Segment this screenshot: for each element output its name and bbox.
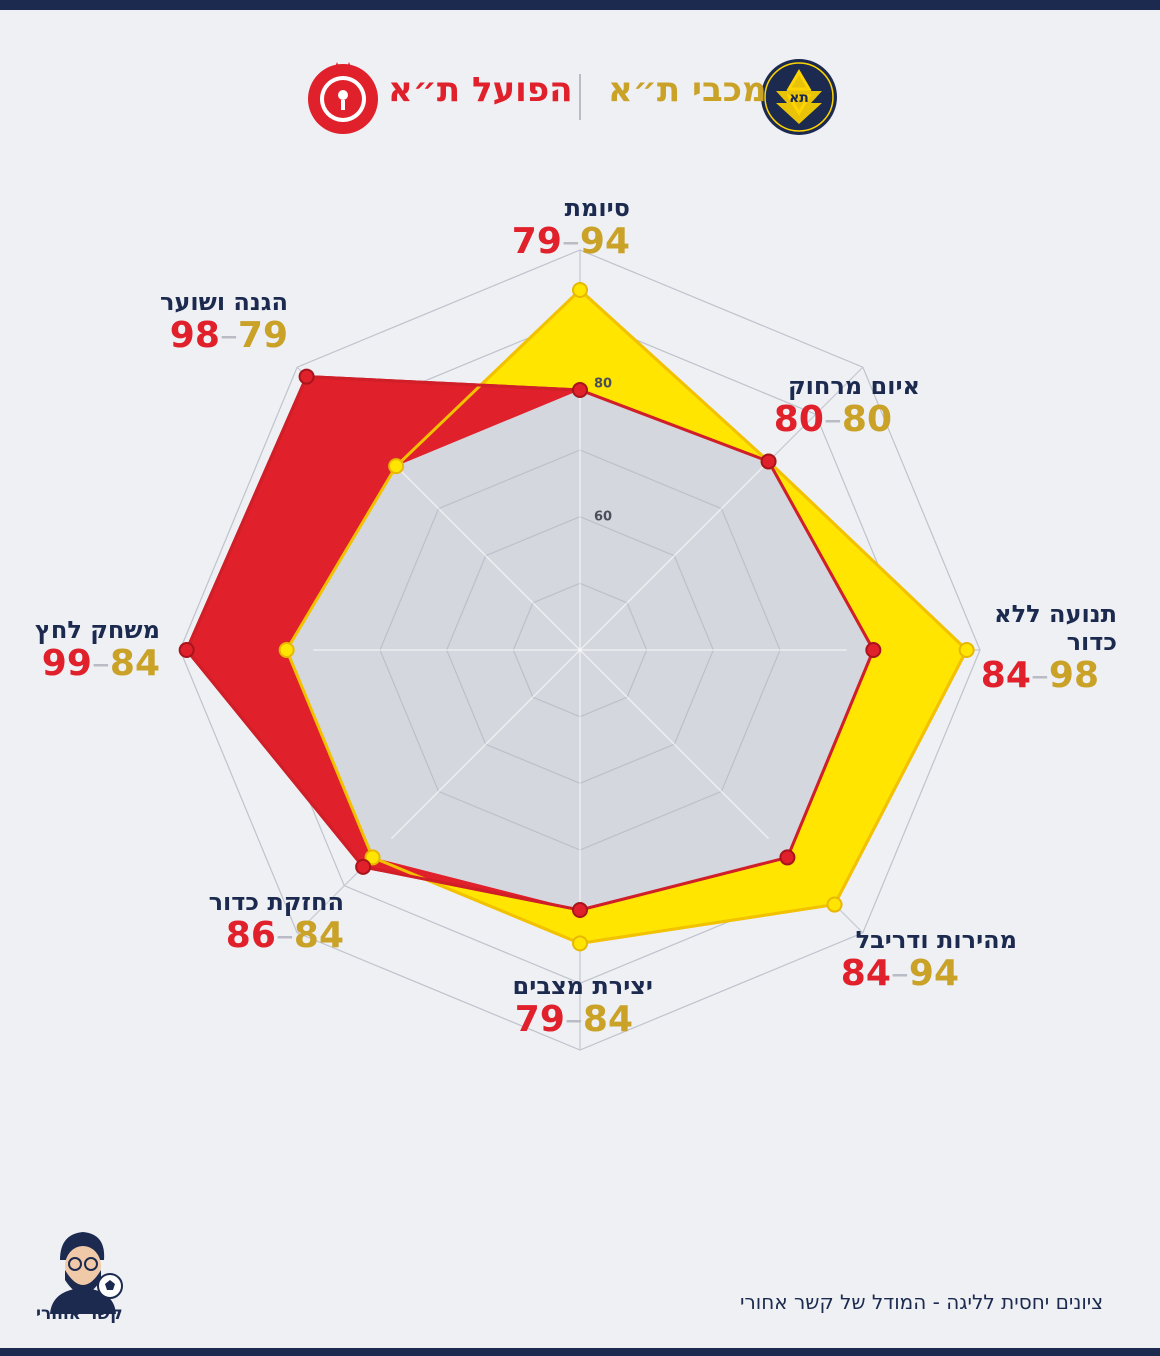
ring-tick-80: 80: [594, 376, 612, 391]
point-hapoel-6: [180, 643, 194, 657]
bottom-bar: [0, 1348, 1160, 1356]
axis-scores-chance-creation: 79–84: [480, 1000, 633, 1040]
axis-label-off-ball: תנועה ללא כדור 84–98: [960, 600, 1117, 696]
score-hapoel-off-ball: 84: [981, 655, 1031, 696]
axis-scores-pressing: 99–84: [20, 644, 160, 684]
axis-scores-speed-dribble: 84–94: [820, 954, 959, 994]
score-maccabi-possession: 84: [294, 915, 344, 956]
point-hapoel-2: [866, 643, 880, 657]
axis-label-finishing: סיומת 79–94: [460, 194, 630, 262]
axis-label-defense: הגנה ושוער 98–79: [130, 288, 288, 356]
axis-label-chance-creation: יצירת מצבים 79–84: [480, 972, 653, 1040]
axis-scores-possession: 86–84: [180, 916, 344, 956]
score-maccabi-chance-creation: 84: [583, 999, 633, 1040]
score-maccabi-long-range: 80: [842, 399, 892, 440]
axis-name-possession: החזקת כדור: [180, 888, 344, 916]
point-maccabi-6: [280, 643, 294, 657]
point-hapoel-7: [300, 370, 314, 384]
score-hapoel-long-range: 80: [774, 399, 824, 440]
score-maccabi-pressing: 84: [110, 643, 160, 684]
axis-name-long-range: איום מרחוק: [720, 372, 920, 400]
point-maccabi-4: [573, 936, 587, 950]
point-maccabi-3: [828, 898, 842, 912]
point-hapoel-1: [762, 454, 776, 468]
axis-scores-defense: 98–79: [130, 316, 288, 356]
point-hapoel-0: [573, 383, 587, 397]
axis-label-speed-dribble: מהירות ודריבל 84–94: [820, 926, 1017, 994]
axis-name-pressing: משחק לחץ: [20, 616, 160, 644]
axis-scores-finishing: 79–94: [460, 222, 630, 262]
point-hapoel-4: [573, 903, 587, 917]
axis-name-off-ball: תנועה ללא כדור: [987, 600, 1117, 656]
ring-tick-60: 60: [594, 510, 612, 525]
score-maccabi-finishing: 94: [580, 221, 630, 262]
axis-label-possession: החזקת כדור 86–84: [180, 888, 344, 956]
footer-note: ציונים יחסית לליגה - המודל של קשר אחורי: [740, 1290, 1103, 1314]
axis-name-finishing: סיומת: [460, 194, 630, 222]
axis-name-chance-creation: יצירת מצבים: [480, 972, 653, 1000]
point-hapoel-5: [356, 860, 370, 874]
score-maccabi-off-ball: 98: [1049, 655, 1099, 696]
brand-name: קשר אחורי: [36, 1304, 123, 1324]
axis-label-long-range: איום מרחוק 80–80: [720, 372, 920, 440]
score-hapoel-defense: 98: [170, 315, 220, 356]
score-hapoel-chance-creation: 79: [515, 999, 565, 1040]
axis-name-defense: הגנה ושוער: [130, 288, 288, 316]
point-hapoel-3: [780, 850, 794, 864]
score-hapoel-speed-dribble: 84: [841, 953, 891, 994]
score-hapoel-finishing: 79: [512, 221, 562, 262]
point-maccabi-0: [573, 283, 587, 297]
score-maccabi-speed-dribble: 94: [909, 953, 959, 994]
axis-scores-long-range: 80–80: [720, 400, 892, 440]
score-hapoel-pressing: 99: [42, 643, 92, 684]
axis-name-speed-dribble: מהירות ודריבל: [820, 926, 1017, 954]
score-maccabi-defense: 79: [238, 315, 288, 356]
axis-label-pressing: משחק לחץ 99–84: [20, 616, 160, 684]
axis-scores-off-ball: 84–98: [960, 656, 1099, 696]
score-hapoel-possession: 86: [226, 915, 276, 956]
point-maccabi-7: [389, 459, 403, 473]
